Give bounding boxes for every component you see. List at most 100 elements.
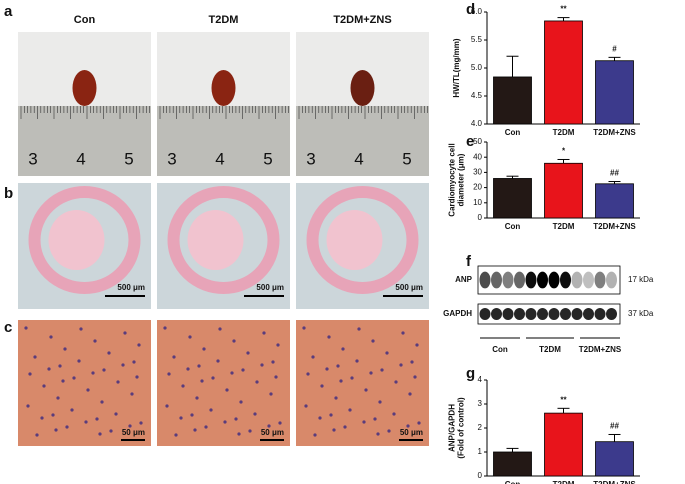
y-tick-label: 20 [473, 183, 482, 192]
bar [595, 60, 634, 125]
nucleus [54, 428, 58, 432]
nucleus [165, 404, 169, 408]
nucleus [123, 331, 127, 335]
nucleus [98, 432, 102, 436]
nucleus [362, 420, 366, 424]
ruler [157, 106, 290, 176]
x-tick-label: T2DM+ZNS [593, 222, 636, 231]
nucleus [401, 331, 405, 335]
y-tick-label: 0 [478, 213, 483, 222]
y-tick-label: 2 [478, 423, 483, 432]
scale-label: 50 μm [261, 428, 284, 437]
nucleus [260, 363, 264, 367]
nucleus [195, 396, 199, 400]
nucleus [109, 429, 113, 433]
nucleus [350, 376, 354, 380]
blot-band [571, 308, 583, 320]
section-inner [187, 210, 244, 270]
nucleus [329, 413, 333, 417]
y-tick-label: 5.0 [471, 63, 483, 72]
ruler-number: 5 [124, 149, 133, 168]
nucleus [200, 379, 204, 383]
x-tick-label: T2DM+ZNS [593, 480, 636, 484]
blot-band [548, 271, 560, 289]
nucleus [332, 428, 336, 432]
nucleus [188, 335, 192, 339]
nucleus [327, 335, 331, 339]
nucleus [202, 347, 206, 351]
nucleus [385, 351, 389, 355]
nucleus [24, 326, 28, 330]
y-tick-label: 4.5 [471, 91, 483, 100]
bar [493, 451, 532, 477]
blot-group: Con [492, 345, 508, 354]
scale-label: 50 μm [122, 428, 145, 437]
x-tick-label: Con [505, 480, 521, 484]
nucleus [239, 400, 243, 404]
nucleus [253, 412, 257, 416]
annotation: * [562, 147, 566, 156]
y-axis-label: ANP/GAPDH [448, 404, 457, 452]
y-axis-label: HW/TL(mg/mm) [452, 38, 461, 97]
nucleus [86, 388, 90, 392]
annotation: ## [610, 169, 619, 178]
blot-group: T2DM+ZNS [579, 345, 622, 354]
scale-label: 500 μm [256, 283, 284, 292]
nucleus [306, 372, 310, 376]
panel-label: d [466, 1, 475, 18]
panel-label: g [466, 365, 475, 382]
nucleus [128, 424, 132, 428]
nucleus [47, 367, 51, 371]
nucleus [348, 408, 352, 412]
x-tick-label: Con [505, 128, 521, 137]
nucleus [65, 425, 69, 429]
nucleus [237, 432, 241, 436]
y-axis-label: Cardiomyocyte cell [448, 143, 457, 216]
y-axis-label: diameter (μm) [457, 153, 466, 206]
nucleus [174, 433, 178, 437]
nucleus [95, 417, 99, 421]
nucleus [209, 408, 213, 412]
nucleus [225, 388, 229, 392]
nucleus [255, 380, 259, 384]
nucleus [313, 433, 317, 437]
nucleus [79, 327, 83, 331]
section-ring [167, 186, 280, 294]
nucleus [91, 371, 95, 375]
nucleus [234, 417, 238, 421]
nucleus [40, 416, 44, 420]
y-tick-label: 30 [473, 168, 482, 177]
group-label: T2DM+ZNS [333, 14, 391, 26]
section-inner [326, 210, 383, 270]
panel-label: e [466, 133, 474, 150]
nucleus [339, 379, 343, 383]
ruler-number: 3 [306, 149, 315, 168]
nucleus [232, 339, 236, 343]
bar [595, 183, 634, 219]
annotation: ## [610, 422, 619, 431]
nucleus [102, 368, 106, 372]
nucleus [114, 412, 118, 416]
nucleus [216, 359, 220, 363]
blot-size: 17 kDa [628, 275, 654, 284]
heart [350, 70, 375, 106]
section-ring [28, 186, 141, 294]
nucleus [230, 371, 234, 375]
bar [493, 76, 532, 125]
nucleus [320, 384, 324, 388]
blot-band [514, 271, 525, 289]
nucleus [318, 416, 322, 420]
nucleus [70, 408, 74, 412]
nucleus [325, 367, 329, 371]
nucleus [56, 396, 60, 400]
nucleus [276, 343, 280, 347]
nucleus [311, 355, 315, 359]
nucleus [26, 404, 30, 408]
y-tick-label: 1 [478, 447, 483, 456]
blot-group: T2DM [539, 345, 561, 354]
blot-row-label: ANP [455, 275, 473, 284]
nucleus [399, 363, 403, 367]
ruler-number: 3 [28, 149, 37, 168]
group-label: T2DM [209, 14, 239, 26]
nucleus [371, 339, 375, 343]
